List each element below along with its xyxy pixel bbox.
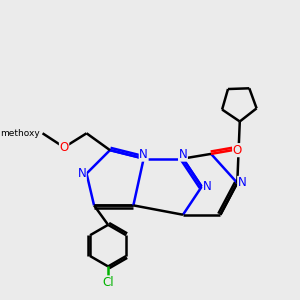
Text: Cl: Cl bbox=[102, 276, 114, 289]
Text: methoxy: methoxy bbox=[0, 129, 40, 138]
Text: N: N bbox=[238, 176, 247, 189]
Text: N: N bbox=[203, 180, 212, 193]
Text: O: O bbox=[59, 141, 69, 154]
Text: N: N bbox=[139, 148, 148, 161]
Text: O: O bbox=[233, 144, 242, 157]
Text: N: N bbox=[77, 167, 86, 180]
Text: N: N bbox=[178, 148, 188, 161]
